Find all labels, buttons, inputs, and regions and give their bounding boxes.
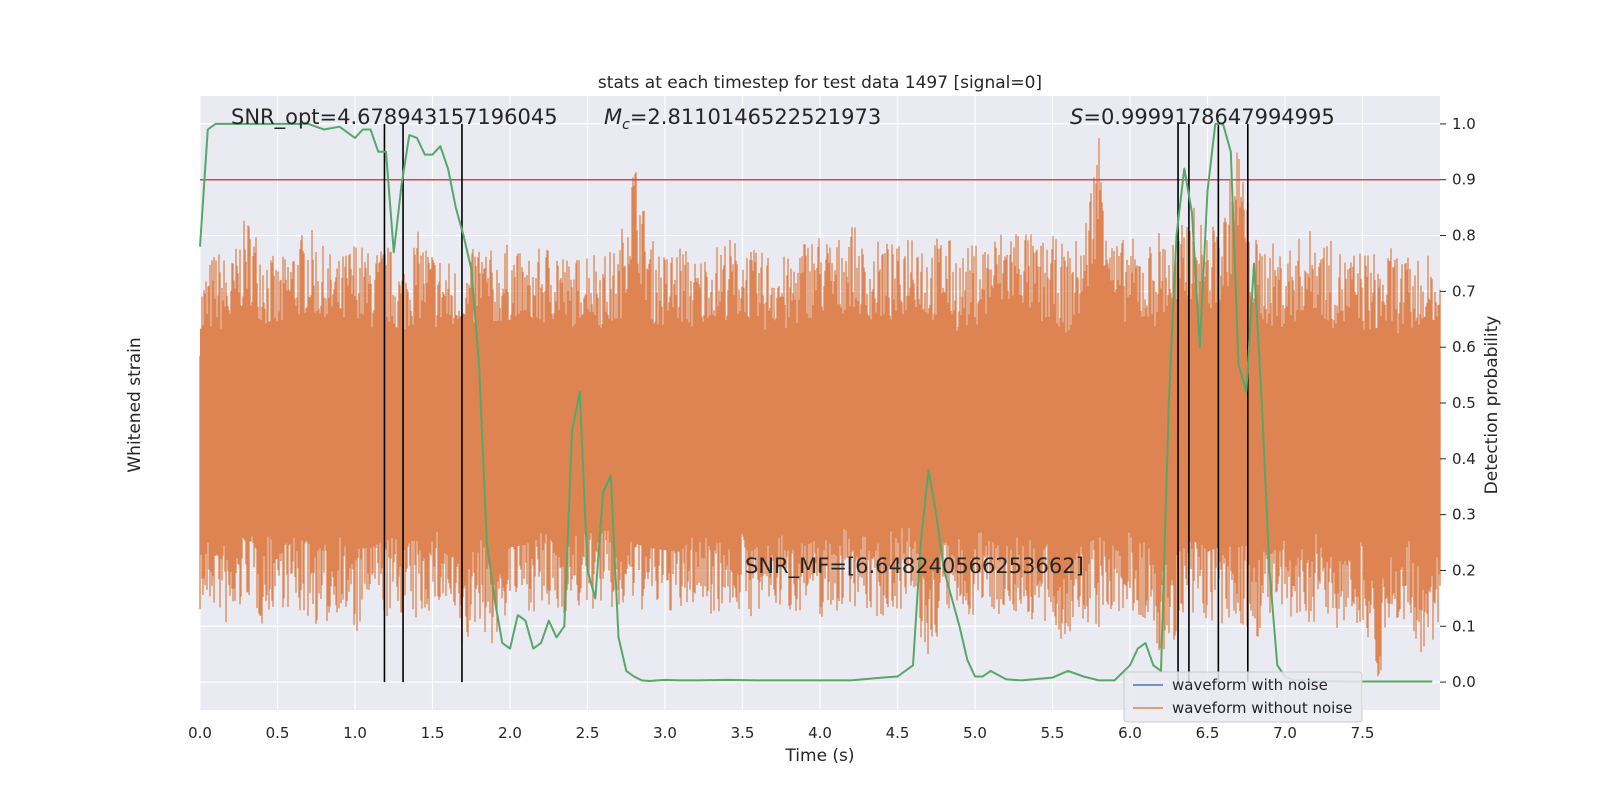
y-right-tick-labels: 0.0 0.1 0.2 0.3 0.4 0.5 0.6 0.7 0.8 0.9 1.0 (1440, 115, 1476, 691)
legend: waveform with noise waveform without noi… (1123, 671, 1363, 723)
annotation-snr-mf: SNR_MF=[6.648240566253662] (745, 554, 1084, 579)
chirp-mass-value: =2.8110146522521973 (630, 105, 881, 129)
s-value: =0.9999178647994995 (1083, 105, 1334, 129)
x-tick-label-9: 4.5 (886, 724, 910, 742)
x-tick-label-15: 7.5 (1351, 724, 1375, 742)
x-tick-label-2: 1.0 (343, 724, 367, 742)
x-tick-label-14: 7.0 (1273, 724, 1297, 742)
legend-label-without-noise: waveform without noise (1172, 699, 1352, 717)
y-tick-label-4: 0.4 (1452, 450, 1476, 468)
chart-title: stats at each timestep for test data 149… (598, 73, 1042, 93)
x-tick-label-4: 2.0 (498, 724, 522, 742)
y-tick-label-5: 0.5 (1452, 394, 1476, 412)
legend-box (1123, 671, 1363, 723)
x-tick-label-13: 6.5 (1196, 724, 1220, 742)
annotation-chirp-mass: Mc=2.8110146522521973 (604, 105, 881, 133)
y-tick-label-7: 0.7 (1452, 282, 1476, 300)
legend-label-with-noise: waveform with noise (1172, 676, 1328, 694)
x-tick-label-7: 3.5 (731, 724, 755, 742)
x-tick-label-0: 0.0 (188, 724, 212, 742)
x-tick-label-6: 3.0 (653, 724, 677, 742)
y-axis-label-right: Detection probability (1482, 316, 1502, 495)
detection-probability-line (199, 122, 1433, 683)
y-tick-label-9: 0.9 (1452, 171, 1476, 189)
x-tick-labels: 0.0 0.5 1.0 1.5 2.0 2.5 3.0 3.5 4.0 4.5 5.0 5.5 6.0 6… (188, 724, 1374, 742)
y-tick-label-1: 0.1 (1452, 617, 1476, 635)
x-tick-label-10: 5.0 (963, 724, 987, 742)
x-tick-label-3: 1.5 (421, 724, 445, 742)
s-symbol: S (1070, 105, 1083, 129)
y-tick-label-10: 1.0 (1452, 115, 1476, 133)
waveform-without-noise-band (200, 308, 1440, 553)
y-tick-label-2: 0.2 (1452, 561, 1476, 579)
annotation-snr-opt: SNR_opt=4.678943157196045 (231, 105, 558, 130)
detection-probability-group (199, 122, 1433, 683)
chirp-mass-subscript: c (622, 117, 630, 133)
strain-series-group (199, 138, 1441, 677)
x-tick-label-1: 0.5 (266, 724, 290, 742)
x-tick-label-12: 6.0 (1118, 724, 1142, 742)
y-tick-label-0: 0.0 (1452, 673, 1476, 691)
annotation-s: S=0.9999178647994995 (1070, 105, 1335, 129)
chirp-mass-symbol: M (604, 105, 622, 129)
y-tick-label-6: 0.6 (1452, 338, 1476, 356)
x-tick-label-11: 5.5 (1041, 724, 1065, 742)
y-tick-label-3: 0.3 (1452, 506, 1476, 524)
y-axis-label-left: Whitened strain (125, 337, 145, 472)
x-tick-label-8: 4.0 (808, 724, 832, 742)
y-tick-label-8: 0.8 (1452, 227, 1476, 245)
x-axis-label: Time (s) (784, 746, 854, 766)
x-tick-label-5: 2.5 (576, 724, 600, 742)
